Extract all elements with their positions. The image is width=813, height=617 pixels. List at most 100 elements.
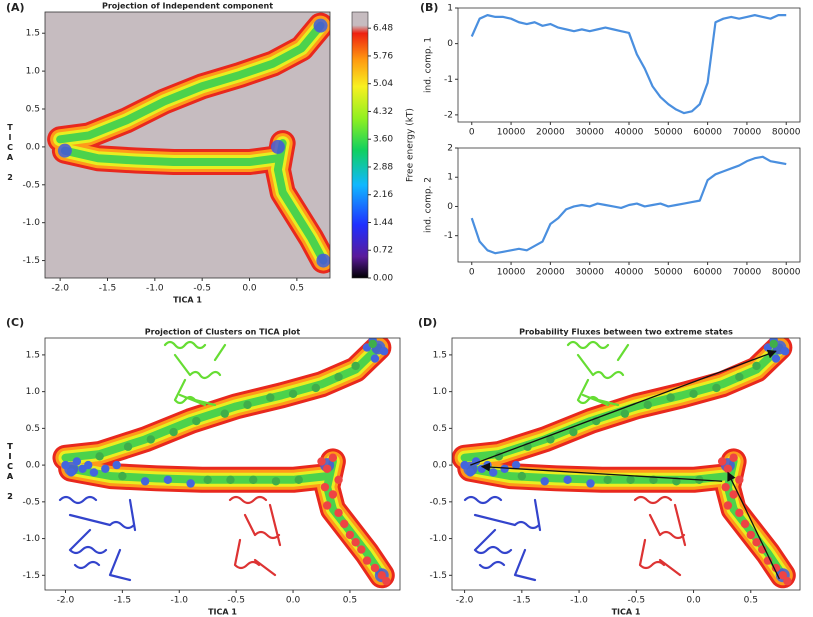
plot-frame xyxy=(44,11,331,279)
density-map xyxy=(52,338,395,589)
cluster-center xyxy=(689,389,698,399)
y-tick-label: -1.0 xyxy=(22,218,40,228)
cluster-center xyxy=(203,475,212,484)
y-tick-label: 0.5 xyxy=(433,424,447,434)
cluster-center xyxy=(752,538,761,547)
protein-structures xyxy=(58,340,687,582)
y-tick-label: 1.0 xyxy=(26,387,41,397)
cluster-center xyxy=(226,475,235,484)
density-band xyxy=(67,464,332,484)
cluster-center xyxy=(294,475,303,484)
cluster-center xyxy=(140,477,150,486)
x-tick-label: 50000 xyxy=(654,128,683,138)
density-band xyxy=(273,139,328,265)
x-tick-label: -1.5 xyxy=(513,596,531,606)
cluster-center xyxy=(186,479,195,488)
y-tick-label: 1.5 xyxy=(26,29,40,39)
cluster-center xyxy=(569,427,578,437)
cluster-center xyxy=(723,501,733,510)
cluster-center xyxy=(586,479,595,488)
cluster-center xyxy=(778,571,788,580)
cluster-center xyxy=(382,576,391,586)
cluster-center xyxy=(334,372,343,382)
cluster-center xyxy=(500,464,509,473)
x-tick-label: 60000 xyxy=(693,268,722,278)
x-tick-label: -1.5 xyxy=(99,284,117,294)
y-tick-label: -2 xyxy=(444,110,453,120)
y-tick-label: 2 xyxy=(447,144,453,154)
cluster-center xyxy=(735,508,744,518)
cluster-center xyxy=(271,477,281,486)
x-tick-label: 0 xyxy=(469,268,475,278)
flux-arrow xyxy=(480,462,723,482)
cluster-center xyxy=(328,453,338,462)
protein-structure xyxy=(228,495,282,577)
x-tick-label: 80000 xyxy=(772,128,801,138)
cluster-center xyxy=(723,464,733,473)
cluster-center xyxy=(546,435,555,444)
cluster-center xyxy=(721,482,730,492)
x-tick-label: 30000 xyxy=(575,268,604,278)
y-tick-label: 0 xyxy=(447,39,453,49)
cluster-center xyxy=(362,556,372,565)
cluster-center xyxy=(84,460,93,470)
cluster-center xyxy=(740,519,750,529)
x-tick-label: 20000 xyxy=(536,128,565,138)
cluster-center xyxy=(249,475,258,484)
protein-structure xyxy=(463,495,542,582)
energy-minimum xyxy=(316,253,330,268)
colorbar-tick-label: 0.72 xyxy=(373,246,393,256)
cluster-center xyxy=(95,452,104,461)
density-map xyxy=(47,12,330,274)
x-tick-label: 40000 xyxy=(615,128,644,138)
data-line xyxy=(470,14,787,115)
cluster-center xyxy=(112,460,121,470)
cluster-center xyxy=(72,457,82,466)
x-tick-label: 70000 xyxy=(733,128,762,138)
x-tick-label: 40000 xyxy=(615,268,644,278)
colorbar-tick-label: 2.16 xyxy=(373,190,393,200)
y-tick-label: -1 xyxy=(444,231,453,241)
x-axis-label: TICA 1 xyxy=(208,608,237,617)
colorbar-tick-label: 2.88 xyxy=(373,162,393,172)
cluster-center xyxy=(511,460,521,470)
cluster-center xyxy=(340,519,349,529)
cluster-center xyxy=(288,389,298,399)
cluster-center xyxy=(643,400,652,410)
colorbar-tick-label: 3.60 xyxy=(373,135,393,145)
cluster-center xyxy=(771,563,781,573)
y-tick-label: 0.0 xyxy=(433,461,448,471)
cluster-center xyxy=(771,354,781,363)
energy-minimum xyxy=(57,143,72,158)
chart-title: Probability Fluxes between two extreme s… xyxy=(519,328,733,337)
cluster-center xyxy=(517,471,527,481)
energy-minimum xyxy=(270,139,285,154)
panel-label: (B) xyxy=(420,1,438,14)
chart-title: Projection of Independent component xyxy=(102,2,273,11)
cluster-center xyxy=(66,468,76,477)
cluster-center xyxy=(620,409,630,418)
panel-label: (D) xyxy=(418,316,437,329)
x-tick-label: 0.0 xyxy=(242,284,257,294)
plots: -2.0 -1.5 -1.0 -0.5 0.0 0.5 -1.5 -1.0 -0.5 0.0 0.5… xyxy=(6,1,801,617)
cluster-center xyxy=(379,347,389,356)
protein-structure xyxy=(58,495,137,582)
cluster-center xyxy=(163,475,173,484)
cluster-center xyxy=(328,490,338,499)
density-band xyxy=(61,343,383,462)
colorbar-tick-label: 5.76 xyxy=(373,51,393,61)
x-axis-label: TICA 1 xyxy=(612,608,641,617)
cluster-center xyxy=(483,460,492,470)
y-axis-label: TICA 2 xyxy=(6,442,15,502)
cluster-center xyxy=(146,435,156,444)
x-tick-label: -2.0 xyxy=(57,596,75,606)
cluster-center xyxy=(666,393,675,402)
y-tick-label: 0.5 xyxy=(26,424,40,434)
flux-arrow xyxy=(727,471,780,580)
y-tick-label: 1.0 xyxy=(26,67,41,77)
x-tick-label: 50000 xyxy=(654,268,683,278)
y-tick-label: -1.0 xyxy=(429,534,447,544)
x-tick-label: 20000 xyxy=(536,268,565,278)
colorbar-label: Free energy (kT) xyxy=(406,108,416,182)
